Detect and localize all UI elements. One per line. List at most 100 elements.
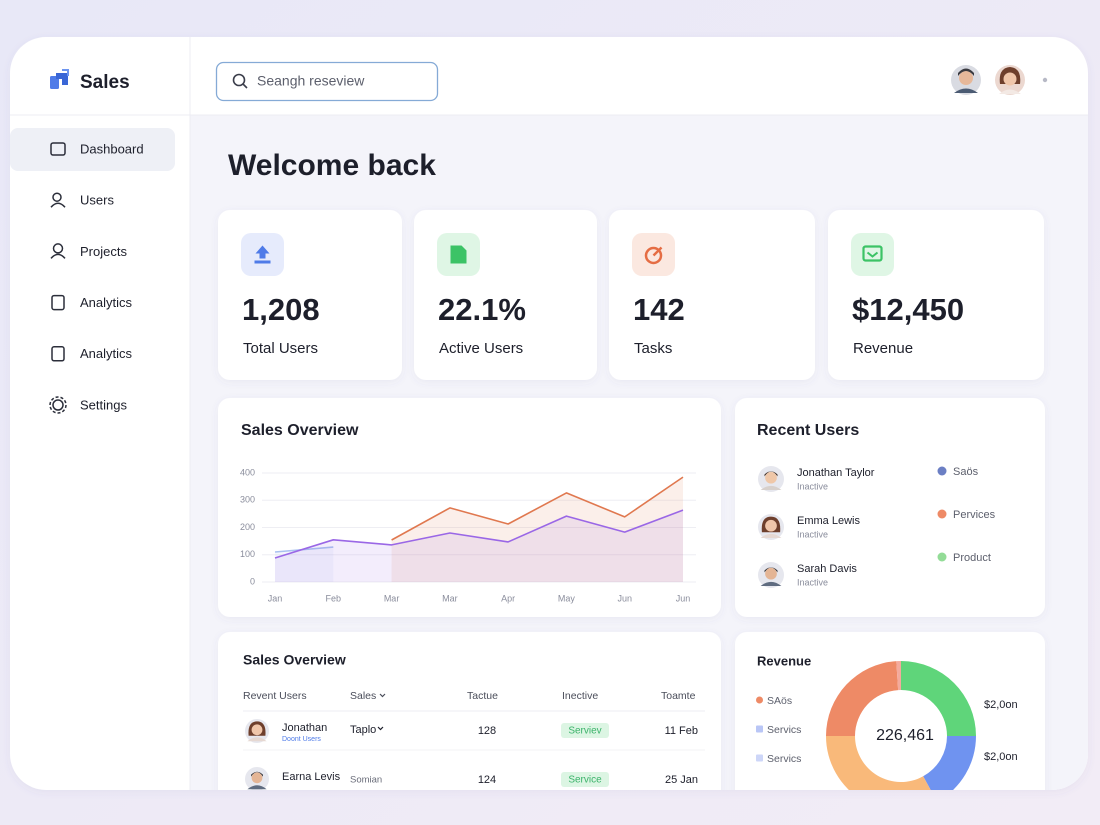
legend-label: Servics <box>767 724 801 736</box>
column-header: Inective <box>562 690 598 702</box>
nav-icon <box>50 253 66 259</box>
cell-date: 11 Feb <box>665 725 698 737</box>
y-tick-label: 100 <box>240 549 255 559</box>
nav-icon <box>51 294 65 311</box>
card-title: Recent Users <box>757 422 859 439</box>
donut-segment <box>896 661 901 691</box>
chart-title: Revenue <box>757 653 811 668</box>
status-label: Service <box>568 775 602 786</box>
stat-icon <box>254 245 271 264</box>
nav-icon <box>52 243 64 254</box>
x-tick-label: Jun <box>676 593 691 603</box>
avatar <box>760 485 782 491</box>
chart-card <box>218 398 721 617</box>
side-label: $2,0on <box>984 699 1018 711</box>
nav-icon <box>50 142 66 156</box>
row-chevron <box>377 726 384 731</box>
nav-icon <box>52 192 62 202</box>
legend-label: SAös <box>767 695 792 707</box>
stat-label: Active Users <box>439 340 523 357</box>
legend-dot <box>937 552 947 562</box>
search-box[interactable] <box>215 61 439 102</box>
column-header: Revent Users <box>243 690 307 702</box>
avatar <box>251 772 263 784</box>
avatar <box>247 785 267 790</box>
legend-label: Saös <box>953 466 979 478</box>
donut-segment <box>923 736 976 790</box>
stat-icon-bg <box>851 233 894 276</box>
page-title: Welcome back <box>228 149 436 182</box>
stat-value: 1,208 <box>242 292 320 327</box>
legend-swatch <box>756 725 763 733</box>
stat-label: Tasks <box>634 340 672 357</box>
avatar <box>251 724 263 736</box>
donut-center-label: 226,461 <box>876 727 934 744</box>
legend-label: Pervices <box>953 509 996 521</box>
avatar <box>764 471 778 477</box>
side-label: $2,0on <box>984 751 1018 763</box>
user-status: Inactive <box>797 481 828 491</box>
legend-swatch <box>756 754 763 762</box>
stat-value: $12,450 <box>852 292 964 327</box>
brand-logo <box>50 69 69 89</box>
header-avatar[interactable] <box>951 65 981 95</box>
column-header: Sales <box>350 690 376 702</box>
nav-label: Projects <box>80 244 127 259</box>
stat-icon <box>866 251 879 258</box>
header-avatar[interactable] <box>995 65 1025 95</box>
stat-icon <box>644 246 663 265</box>
cell-sub: Doont Users <box>282 736 321 743</box>
cell-value: 128 <box>478 725 496 737</box>
nav-icon <box>52 399 64 411</box>
card-title: Sales Overview <box>243 652 346 668</box>
y-tick-label: 400 <box>240 467 255 477</box>
avatar <box>764 567 778 573</box>
column-header: Tactue <box>467 690 498 702</box>
x-tick-label: May <box>558 593 576 603</box>
cell-sales: Taplo <box>350 724 376 736</box>
y-tick-label: 300 <box>240 495 255 505</box>
app-content: Sales Seangh reseview Welcome back <box>10 37 1088 790</box>
stat-label: Total Users <box>243 340 318 357</box>
nav-label: Dashboard <box>80 141 144 156</box>
brand-name: Sales <box>80 72 130 93</box>
avatar <box>765 471 777 484</box>
donut-segment <box>826 736 938 790</box>
search-placeholder: Seangh reseview <box>257 73 365 89</box>
column-header: Toamte <box>661 690 696 702</box>
header-menu-dot[interactable] <box>1042 77 1048 83</box>
user-name: Jonathan Taylor <box>797 467 875 479</box>
stat-label: Revenue <box>853 340 913 357</box>
stat-icon <box>862 245 883 262</box>
nav-icon <box>49 396 67 414</box>
status-pill <box>561 772 609 787</box>
x-tick-label: Jun <box>617 593 632 603</box>
series-line <box>391 476 684 541</box>
cell-sales: Somian <box>350 775 382 786</box>
cell-user: Earna Levis <box>282 771 341 783</box>
legend-swatch <box>756 696 763 704</box>
series-area <box>275 547 334 582</box>
cell-user: Jonathan <box>282 722 327 734</box>
avatar <box>760 581 782 587</box>
nav-label: Analytics <box>80 346 133 361</box>
x-tick-label: Feb <box>326 593 342 603</box>
nav-icon <box>50 202 66 208</box>
legend-label: Servics <box>767 753 801 765</box>
sort-chevron <box>379 693 386 698</box>
avatar <box>765 567 777 580</box>
stat-value: 142 <box>633 292 685 327</box>
stat-icon <box>450 245 467 264</box>
y-tick-label: 200 <box>240 522 255 532</box>
series-line <box>274 509 684 559</box>
donut-segment <box>901 661 976 736</box>
x-tick-label: Mar <box>442 593 458 603</box>
stat-value: 22.1% <box>438 292 526 327</box>
donut-segment <box>826 661 899 736</box>
user-status: Inactive <box>797 529 828 539</box>
recent-users-card <box>735 398 1045 617</box>
y-tick-label: 0 <box>250 576 255 586</box>
status-pill <box>561 723 609 738</box>
status-label: Serviev <box>568 726 601 737</box>
